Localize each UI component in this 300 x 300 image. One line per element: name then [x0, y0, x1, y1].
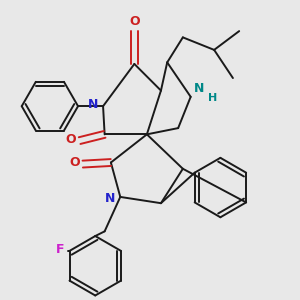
Text: N: N [105, 192, 116, 205]
Text: N: N [194, 82, 204, 95]
Text: O: O [69, 156, 80, 169]
Text: N: N [88, 98, 98, 111]
Text: H: H [208, 93, 217, 103]
Text: O: O [129, 15, 140, 28]
Text: F: F [56, 243, 65, 256]
Text: O: O [66, 133, 76, 146]
